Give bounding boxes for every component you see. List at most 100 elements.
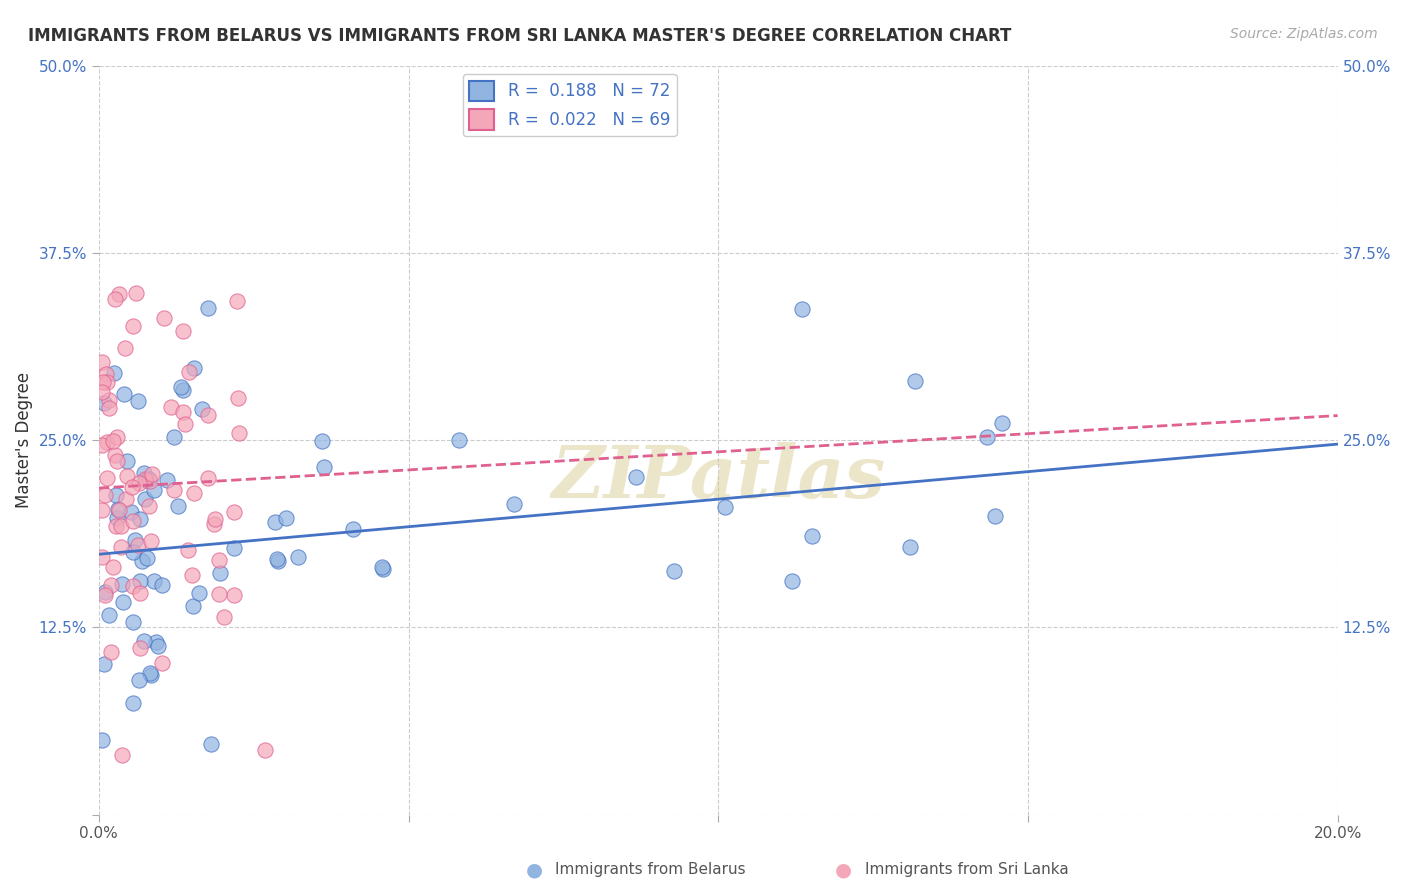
Point [122,545,145,559]
Point [197,408,219,422]
Point [173,417,195,431]
Point [664,564,686,578]
Point [311,434,333,448]
Point [176,543,198,558]
Point [146,639,169,653]
Point [138,472,160,486]
Point [104,293,127,307]
Point [141,467,163,481]
Point [124,533,146,547]
Point [128,574,150,588]
Point [138,500,160,514]
Point [224,541,246,555]
Point [101,560,124,574]
Point [183,360,205,375]
Point [142,483,165,497]
Point [150,657,173,671]
Point [98,401,121,415]
Point [139,668,162,682]
Point [449,434,471,448]
Point [714,500,737,514]
Point [214,610,236,624]
Point [105,511,128,525]
Point [110,518,132,533]
Point [107,502,129,516]
Point [197,471,219,485]
Point [132,467,155,481]
Point [503,497,526,511]
Point [96,470,118,484]
Point [100,578,122,592]
Point [112,387,135,401]
Point [93,657,115,671]
Point [96,367,118,381]
Point [108,287,131,301]
Point [208,566,231,581]
Point [904,374,927,388]
Point [96,375,118,389]
Point [266,552,288,566]
Point [135,473,157,487]
Point [976,430,998,444]
Point [138,474,160,488]
Point [225,294,247,309]
Point [181,599,204,613]
Point [93,396,115,410]
Point [139,666,162,681]
Point [208,553,231,567]
Point [122,319,145,334]
Point [129,586,152,600]
Legend: R =  0.188   N = 72, R =  0.022   N = 69: R = 0.188 N = 72, R = 0.022 N = 69 [463,74,676,136]
Point [200,737,222,751]
Point [264,515,287,529]
Point [105,430,128,444]
Point [91,384,114,399]
Point [127,394,149,409]
Point [134,492,156,507]
Text: IMMIGRANTS FROM BELARUS VS IMMIGRANTS FROM SRI LANKA MASTER'S DEGREE CORRELATION: IMMIGRANTS FROM BELARUS VS IMMIGRANTS FR… [28,27,1011,45]
Text: Source: ZipAtlas.com: Source: ZipAtlas.com [1230,27,1378,41]
Point [127,538,149,552]
Point [105,453,128,467]
Point [222,588,245,602]
Point [790,301,813,316]
Point [129,641,152,656]
Point [991,416,1014,430]
Point [111,594,134,608]
Text: ZIPatlas: ZIPatlas [551,442,886,513]
Point [183,485,205,500]
Point [342,522,364,536]
Point [117,469,139,483]
Point [134,472,156,486]
Point [97,392,120,407]
Point [96,434,118,449]
Point [111,576,134,591]
Point [103,366,125,380]
Point [91,733,114,747]
Point [94,488,117,502]
Point [91,355,114,369]
Point [101,434,124,448]
Point [800,529,823,543]
Point [371,562,394,576]
Text: Immigrants from Belarus: Immigrants from Belarus [555,863,747,877]
Point [170,379,193,393]
Y-axis label: Master's Degree: Master's Degree [15,372,32,508]
Point [226,391,249,405]
Point [191,402,214,417]
Point [153,310,176,325]
Point [94,585,117,599]
Point [274,511,297,525]
Text: ●: ● [526,860,543,880]
Point [159,401,181,415]
Point [624,470,647,484]
Point [131,554,153,568]
Point [121,615,143,629]
Point [129,512,152,526]
Point [150,577,173,591]
Point [115,491,138,506]
Point [110,540,132,554]
Point [371,560,394,574]
Point [91,550,114,565]
Point [287,549,309,564]
